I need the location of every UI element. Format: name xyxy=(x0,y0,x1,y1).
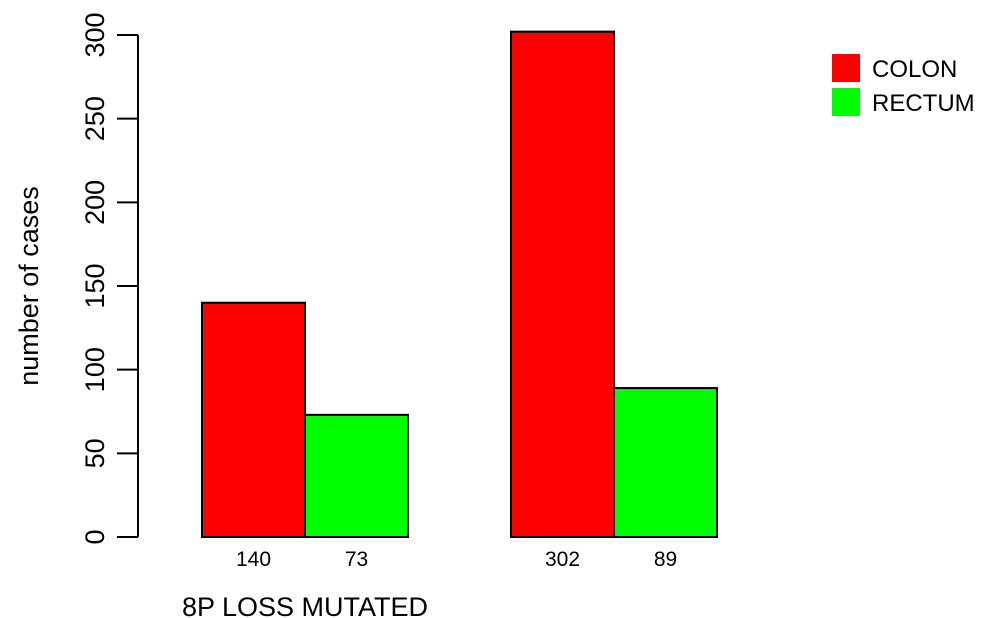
y-tick-label: 200 xyxy=(80,180,110,225)
legend-swatch-colon xyxy=(832,54,860,82)
bars-layer xyxy=(201,30,718,539)
bar-value-label: 302 xyxy=(545,548,580,571)
bar-value-labels: 140 302 73 89 xyxy=(236,548,677,571)
bar-value-label: 73 xyxy=(345,548,368,571)
legend: COLON RECTUM xyxy=(832,54,975,117)
y-tick-label: 300 xyxy=(80,12,110,57)
bar-rectum-1 xyxy=(304,413,409,539)
y-tick-label: 50 xyxy=(80,438,110,468)
y-tick-label: 100 xyxy=(80,347,110,392)
y-axis: 0 50 100 150 200 250 300 xyxy=(80,12,139,545)
x-axis-label: 8P LOSS MUTATED xyxy=(182,592,428,618)
y-axis-label: number of cases xyxy=(14,186,44,386)
bar-colon-2 xyxy=(510,30,615,539)
bar-value-label: 89 xyxy=(654,548,677,571)
y-tick-label: 0 xyxy=(80,529,110,544)
y-tick-label: 150 xyxy=(80,263,110,308)
y-tick-label: 250 xyxy=(80,96,110,141)
legend-label-rectum: RECTUM xyxy=(872,90,975,117)
bar-colon-1 xyxy=(201,301,306,538)
bar-rectum-2 xyxy=(613,387,718,538)
bar-value-label: 140 xyxy=(236,548,271,571)
legend-swatch-rectum xyxy=(832,88,860,116)
legend-label-colon: COLON xyxy=(872,56,957,83)
